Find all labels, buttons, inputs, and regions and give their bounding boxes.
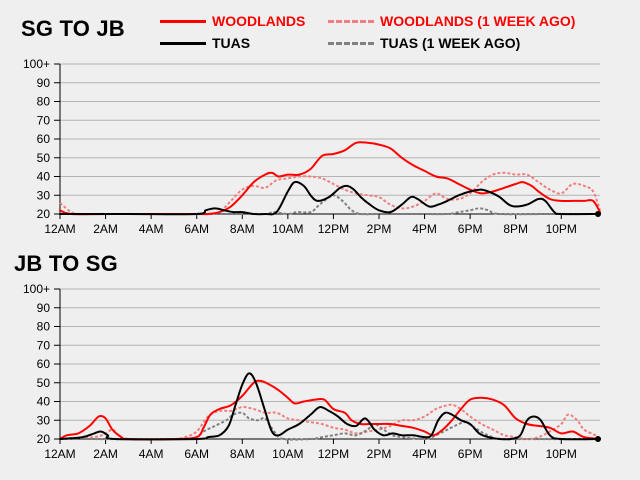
legend-item-woodlands[interactable]: WOODLANDS [160, 12, 305, 30]
legend-swatch-woodlands [160, 19, 206, 23]
legend-label-woodlands-week-ago: WOODLANDS (1 WEEK AGO) [380, 13, 576, 29]
jb-to-sg-series-woodlands [59, 379, 601, 441]
sg-to-jb-series-tuas [59, 180, 601, 216]
sg-to-jb-y-tick-label: 50 [37, 151, 51, 165]
sg-to-jb-y-tick-label: 60 [37, 132, 51, 146]
sg-to-jb-x-tick-label: 8AM [230, 222, 255, 236]
sg-to-jb-y-tick-label: 80 [37, 95, 51, 109]
jb-to-sg-x-tick-label: 8PM [503, 447, 528, 461]
jb-to-sg-x-tick-label: 2PM [367, 447, 392, 461]
sg-to-jb-x-tick-label: 8PM [503, 222, 528, 236]
jb-to-sg-y-tick-label: 100+ [23, 282, 50, 296]
jb-to-sg-y-tick-label: 80 [37, 320, 51, 334]
jb-to-sg-y-tick-label: 40 [37, 395, 51, 409]
jb-to-sg-x-tick-label: 4PM [412, 447, 437, 461]
jb-to-sg-y-tick-label: 50 [37, 376, 51, 390]
jb-to-sg-x-tick-label: 12AM [44, 447, 75, 461]
jb-to-sg-end-marker [595, 436, 601, 442]
legend: WOODLANDS WOODLANDS (1 WEEK AGO) TUAS TU… [160, 12, 630, 54]
jb-to-sg-x-tick-label: 4AM [139, 447, 164, 461]
jb-to-sg-y-tick-label: 30 [37, 413, 51, 427]
sg-to-jb-y-tick-label: 40 [37, 170, 51, 184]
jb-to-sg-x-tick-label: 6AM [184, 447, 209, 461]
sg-to-jb-x-tick-label: 10AM [272, 222, 303, 236]
jb-to-sg-x-tick-label: 2AM [93, 447, 118, 461]
jb-to-sg-y-tick-label: 90 [37, 301, 51, 315]
jb-to-sg-x-tick-label: 10PM [546, 447, 577, 461]
jb-to-sg-x-tick-label: 8AM [230, 447, 255, 461]
jb-to-sg-x-tick-label: 12PM [318, 447, 349, 461]
sg-to-jb-series-tuas-1-week-ago [60, 194, 600, 216]
sg-to-jb-x-tick-label: 4PM [412, 222, 437, 236]
legend-swatch-woodlands-week-ago [328, 19, 374, 23]
sg-to-jb-series-woodlands [59, 141, 601, 216]
sg-to-jb-x-tick-label: 10PM [546, 222, 577, 236]
legend-swatch-tuas-week-ago [328, 41, 374, 45]
legend-item-tuas[interactable]: TUAS [160, 34, 250, 52]
jb-to-sg-series-woodlands-1-week-ago [59, 403, 601, 441]
sg-to-jb-y-tick-label: 90 [37, 76, 51, 90]
jb-to-sg-y-tick-label: 20 [37, 432, 51, 446]
jb-to-sg-y-tick-label: 70 [37, 338, 51, 352]
sg-to-jb-x-tick-label: 4AM [139, 222, 164, 236]
legend-label-woodlands: WOODLANDS [212, 13, 306, 29]
legend-label-tuas: TUAS [212, 35, 251, 51]
jb-to-sg-x-tick-label: 6PM [458, 447, 483, 461]
legend-item-tuas-week-ago[interactable]: TUAS (1 WEEK AGO) [328, 34, 520, 52]
sg-to-jb-x-tick-label: 2PM [367, 222, 392, 236]
sg-to-jb-y-tick-label: 30 [37, 188, 51, 202]
sg-to-jb-y-tick-label: 70 [37, 113, 51, 127]
sg-to-jb-x-tick-label: 6AM [184, 222, 209, 236]
sg-to-jb-x-tick-label: 6PM [458, 222, 483, 236]
jb-to-sg-x-tick-label: 10AM [272, 447, 303, 461]
sg-to-jb-x-tick-label: 12AM [44, 222, 75, 236]
legend-label-tuas-week-ago: TUAS (1 WEEK AGO) [380, 35, 521, 51]
sg-to-jb-end-marker [595, 211, 601, 217]
sg-to-jb-y-tick-label: 100+ [23, 57, 50, 71]
sg-to-jb-y-tick-label: 20 [37, 207, 51, 221]
legend-swatch-tuas [160, 41, 206, 45]
jb-to-sg-y-tick-label: 60 [37, 357, 51, 371]
sg-to-jb-series-woodlands-1-week-ago [59, 171, 601, 216]
sg-to-jb-x-tick-label: 2AM [93, 222, 118, 236]
jb-to-sg-title: JB TO SG [14, 251, 118, 276]
legend-item-woodlands-week-ago[interactable]: WOODLANDS (1 WEEK AGO) [328, 12, 575, 30]
sg-to-jb-x-tick-label: 12PM [318, 222, 349, 236]
sg-to-jb-title: SG TO JB [21, 16, 125, 41]
jb-to-sg-series-tuas [59, 372, 601, 441]
